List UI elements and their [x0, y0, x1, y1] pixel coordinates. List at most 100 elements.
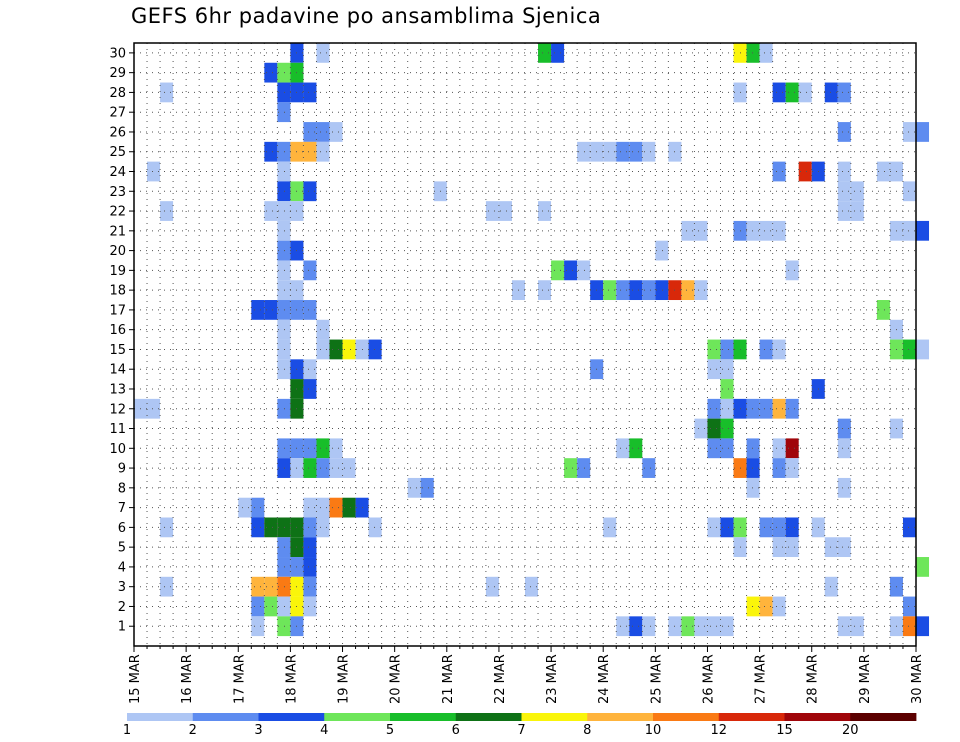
data-cell — [342, 458, 356, 478]
colorbar-label: 10 — [645, 723, 662, 738]
data-cell — [759, 398, 773, 419]
data-cell — [837, 122, 851, 142]
data-cell — [251, 576, 265, 597]
data-cell — [303, 438, 317, 459]
data-cell — [316, 141, 330, 162]
data-cell — [720, 339, 734, 360]
data-cell — [681, 616, 695, 637]
y-tick-label: 27 — [109, 106, 126, 121]
data-cell — [837, 438, 851, 459]
data-cell — [850, 616, 864, 637]
data-cell — [277, 102, 291, 123]
data-cell — [876, 300, 890, 320]
colorbar-segment — [653, 713, 720, 721]
data-cell — [303, 181, 317, 202]
data-cell — [785, 260, 799, 281]
data-cell — [407, 477, 421, 498]
x-tick-label: 20 MAR — [389, 654, 404, 704]
y-tick-label: 30 — [109, 46, 126, 61]
data-cell — [251, 616, 265, 637]
y-tick-label: 15 — [109, 343, 126, 358]
x-tick-label: 19 MAR — [337, 654, 352, 704]
y-tick-label: 5 — [118, 541, 126, 556]
data-cell — [629, 438, 643, 459]
data-cell — [329, 458, 343, 478]
y-tick-label: 2 — [118, 600, 126, 615]
data-cell — [303, 596, 317, 617]
data-cell — [837, 477, 851, 498]
data-cell — [850, 201, 864, 221]
data-cell — [694, 280, 708, 301]
data-cell — [316, 458, 330, 478]
data-cell — [577, 458, 591, 478]
data-cell — [303, 359, 317, 380]
colorbar-label: 5 — [386, 723, 394, 738]
data-cell — [785, 517, 799, 538]
data-cell — [720, 398, 734, 419]
data-cell — [902, 181, 916, 202]
y-tick-label: 10 — [109, 442, 126, 457]
colorbar-segment — [718, 713, 785, 721]
data-cell — [798, 82, 812, 103]
data-cell — [746, 596, 760, 617]
data-cell — [746, 398, 760, 419]
y-tick-label: 8 — [118, 481, 126, 496]
data-cell — [329, 497, 343, 518]
data-cell — [277, 616, 291, 637]
data-cell — [277, 82, 291, 103]
data-cell — [759, 43, 773, 63]
data-cell — [277, 300, 291, 320]
data-cell — [264, 300, 278, 320]
colorbar-label: 1 — [123, 723, 131, 738]
data-cell — [785, 398, 799, 419]
data-cell — [916, 557, 930, 577]
y-tick-label: 23 — [109, 185, 126, 200]
colorbar-label: 6 — [452, 723, 460, 738]
colorbar-label: 20 — [842, 723, 859, 738]
data-cell — [538, 280, 552, 301]
data-cell — [342, 339, 356, 360]
data-cell — [264, 201, 278, 221]
data-cell — [277, 398, 291, 419]
data-cell — [303, 260, 317, 281]
data-cell — [707, 438, 721, 459]
data-cell — [551, 260, 565, 281]
data-cell — [720, 438, 734, 459]
data-cell — [316, 43, 330, 63]
data-cell — [277, 596, 291, 617]
data-cell — [277, 438, 291, 459]
data-cell — [251, 497, 265, 518]
x-tick-label: 25 MAR — [649, 654, 664, 704]
data-cell — [746, 438, 760, 459]
x-tick-label: 21 MAR — [441, 654, 456, 704]
data-cell — [655, 240, 669, 261]
data-cell — [629, 141, 643, 162]
x-tick-label: 28 MAR — [806, 654, 821, 704]
data-cell — [720, 517, 734, 538]
y-tick-label: 18 — [109, 284, 126, 299]
data-cell — [759, 596, 773, 617]
y-tick-label: 25 — [109, 145, 126, 160]
data-cell — [707, 616, 721, 637]
data-cell — [342, 497, 356, 518]
data-cell — [316, 438, 330, 459]
data-cell — [850, 181, 864, 202]
colorbar-segment — [324, 713, 391, 721]
data-cell — [642, 280, 656, 301]
data-cell — [277, 260, 291, 281]
data-cell — [629, 280, 643, 301]
data-cell — [160, 517, 174, 538]
colorbar-segment — [784, 713, 851, 721]
data-cell — [772, 82, 786, 103]
x-tick-label: 18 MAR — [284, 654, 299, 704]
data-cell — [642, 458, 656, 478]
data-cell — [616, 438, 630, 459]
colorbar-segment — [390, 713, 457, 721]
data-cell — [420, 477, 434, 498]
data-cell — [902, 616, 916, 637]
data-cell — [772, 339, 786, 360]
data-cell — [303, 82, 317, 103]
y-tick-label: 1 — [118, 620, 126, 635]
data-cell — [837, 181, 851, 202]
colorbar-label: 7 — [517, 723, 525, 738]
